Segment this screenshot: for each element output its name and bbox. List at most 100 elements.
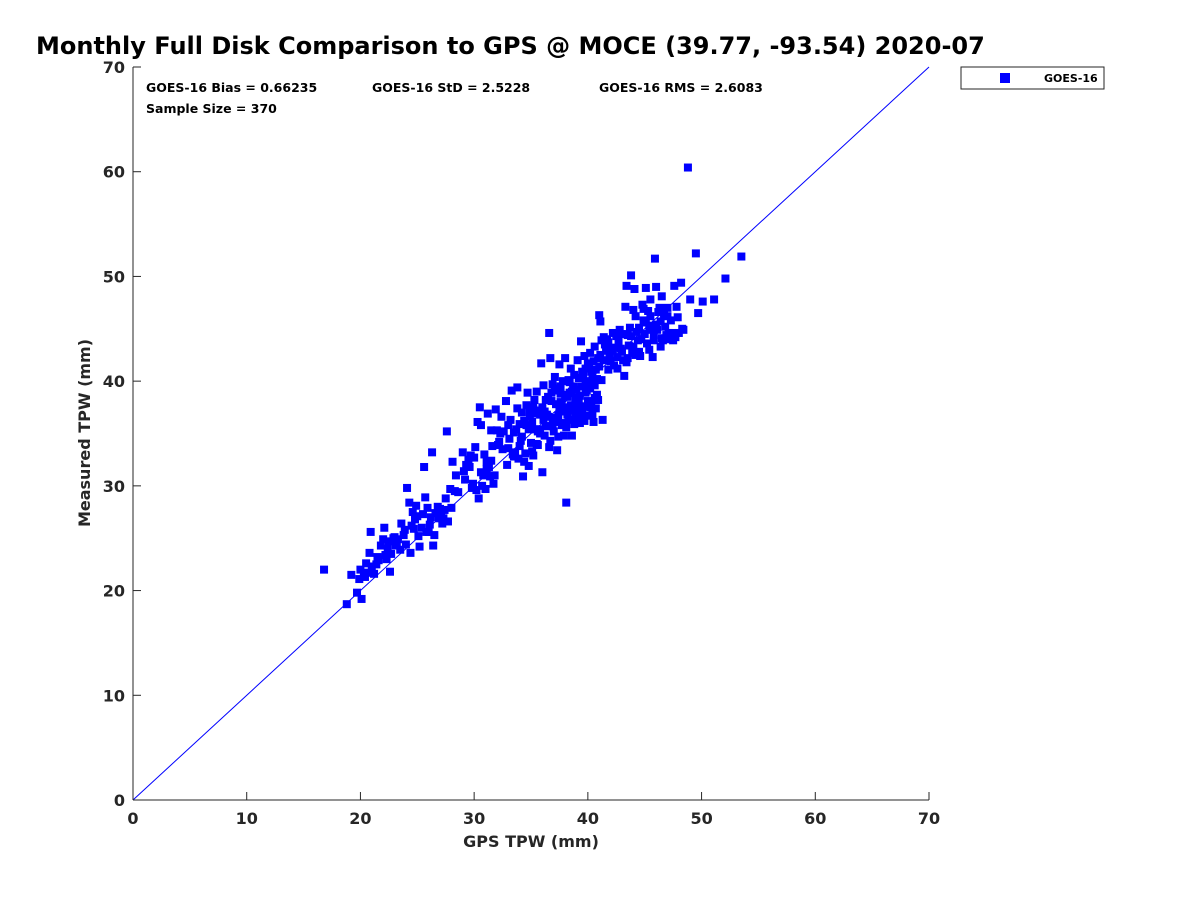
scatter-point: [383, 544, 392, 553]
scatter-point: [641, 318, 650, 327]
scatter-point: [615, 325, 624, 334]
scatter-point: [646, 295, 655, 304]
scatter-point: [554, 432, 563, 441]
scatter-point: [600, 340, 609, 349]
scatter-point: [376, 541, 385, 550]
scatter-point: [514, 454, 523, 463]
scatter-point: [546, 436, 555, 445]
scatter-point: [623, 354, 632, 363]
scatter-point: [532, 439, 541, 448]
scatter-point: [494, 441, 503, 450]
scatter-point: [363, 568, 372, 577]
scatter-point: [577, 382, 586, 391]
scatter-point: [649, 331, 658, 340]
scatter-point: [491, 405, 500, 414]
scatter-point: [571, 393, 580, 402]
scatter-point: [664, 328, 673, 337]
y-tick-label: 40: [103, 372, 125, 391]
scatter-point: [384, 537, 393, 546]
scatter-point: [577, 337, 586, 346]
scatter-point: [428, 448, 437, 457]
scatter-point: [573, 356, 582, 365]
scatter-point: [666, 316, 675, 325]
scatter-point: [400, 525, 409, 534]
scatter-point: [586, 384, 595, 393]
scatter-point: [490, 471, 499, 480]
scatter-point: [362, 559, 371, 568]
scatter-point: [694, 309, 703, 318]
scatter-point: [650, 254, 659, 263]
scatter-point: [470, 453, 479, 462]
scatter-point: [411, 515, 420, 524]
scatter-point: [663, 312, 672, 321]
scatter-point: [674, 328, 683, 337]
y-tick-label: 0: [114, 791, 125, 810]
scatter-point: [504, 444, 513, 453]
scatter-point: [482, 465, 491, 474]
scatter-point: [616, 344, 625, 353]
scatter-point: [418, 510, 427, 519]
scatter-point: [529, 451, 538, 460]
scatter-point: [516, 436, 525, 445]
scatter-point: [575, 391, 584, 400]
scatter-point: [365, 548, 374, 557]
scatter-point: [355, 575, 364, 584]
scatter-point: [613, 353, 622, 362]
scatter-point: [570, 420, 579, 429]
scatter-point: [530, 395, 539, 404]
scatter-point: [522, 401, 531, 410]
scatter-point: [605, 352, 614, 361]
scatter-point: [574, 374, 583, 383]
scatter-point: [646, 312, 655, 321]
scatter-point: [488, 442, 497, 451]
scatter-point: [645, 345, 654, 354]
scatter-point: [467, 483, 476, 492]
x-tick-label: 10: [236, 809, 258, 828]
y-tick-label: 30: [103, 477, 125, 496]
scatter-point: [415, 542, 424, 551]
scatter-point: [637, 335, 646, 344]
scatter-point: [737, 252, 746, 261]
chart-title: Monthly Full Disk Comparison to GPS @ MO…: [36, 32, 985, 60]
scatter-point: [632, 327, 641, 336]
scatter-point: [423, 503, 432, 512]
scatter-point: [482, 457, 491, 466]
scatter-point: [513, 404, 522, 413]
scatter-point: [545, 328, 554, 337]
scatter-point: [656, 317, 665, 326]
y-tick-label: 70: [103, 58, 125, 77]
scatter-point: [504, 421, 513, 430]
scatter-point: [538, 468, 547, 477]
scatter-point: [564, 415, 573, 424]
scatter-point: [541, 422, 550, 431]
scatter-point: [385, 567, 394, 576]
scatter-point: [524, 425, 533, 434]
scatter-point: [561, 390, 570, 399]
scatter-point: [374, 556, 383, 565]
scatter-point: [366, 527, 375, 536]
scatter-point: [372, 560, 381, 569]
stat-std: GOES-16 StD = 2.5228: [372, 80, 530, 95]
scatter-point: [529, 403, 538, 412]
scatter-point: [562, 498, 571, 507]
scatter-point: [497, 412, 506, 421]
scatter-point: [617, 330, 626, 339]
scatter-point: [451, 471, 460, 480]
scatter-point: [342, 600, 351, 609]
x-tick-label: 50: [690, 809, 712, 828]
scatter-point: [458, 448, 467, 457]
scatter-point: [654, 308, 663, 317]
scatter-point: [587, 367, 596, 376]
scatter-point: [380, 523, 389, 532]
scatter-point: [501, 397, 510, 406]
scatter-point: [672, 302, 681, 311]
scatter-point: [406, 548, 415, 557]
scatter-point: [523, 388, 532, 397]
scatter-point: [563, 410, 572, 419]
scatter-point: [438, 519, 447, 528]
scatter-point: [528, 447, 537, 456]
y-tick-label: 50: [103, 267, 125, 286]
x-tick-label: 20: [349, 809, 371, 828]
scatter-point: [360, 572, 369, 581]
scatter-point: [486, 472, 495, 481]
